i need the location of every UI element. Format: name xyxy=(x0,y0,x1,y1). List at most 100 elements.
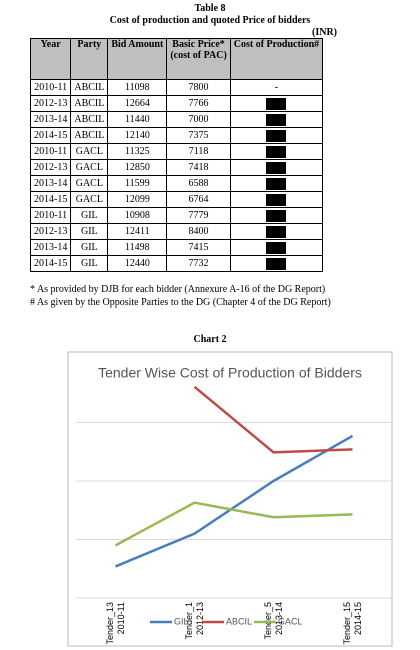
cell xyxy=(229,143,324,160)
cell: 7779 xyxy=(166,207,231,224)
cell-text: 11098 xyxy=(125,82,150,93)
chart: Tender Wise Cost of Production of Bidder… xyxy=(67,351,393,647)
cell-text: 8400 xyxy=(188,226,209,237)
series-line xyxy=(193,385,353,454)
cell-text: 7418 xyxy=(188,162,209,173)
cell: 7118 xyxy=(166,143,231,160)
cell: 12440 xyxy=(107,255,168,272)
cell: GACL xyxy=(70,175,109,192)
header-text: Bid Amount xyxy=(111,39,164,50)
header-note: (cost of PAC) xyxy=(170,50,227,61)
cell: 2012-13 xyxy=(29,159,72,176)
cell-text: 12140 xyxy=(124,130,150,141)
cell: 2012-13 xyxy=(29,223,72,240)
column-header: Party xyxy=(70,38,109,80)
chart-title: Tender Wise Cost of Production of Bidder… xyxy=(98,365,362,381)
cell-text: 12664 xyxy=(124,98,150,109)
cell: 7375 xyxy=(166,127,231,144)
cell-text: GIL xyxy=(81,210,98,221)
cell: 10908 xyxy=(107,207,168,224)
row: 2014-15 GACL 12099 6764 xyxy=(29,191,324,208)
x-tick-label: Tender_1 xyxy=(184,602,194,640)
cell-text: 11325 xyxy=(125,146,150,157)
header-text: Year xyxy=(40,39,61,50)
cell-text: 12440 xyxy=(124,258,150,269)
cell-text: GIL xyxy=(81,258,98,269)
chart-caption: Chart 2 xyxy=(193,334,227,345)
cell: 2014-15 xyxy=(29,191,72,208)
cell-text: 11440 xyxy=(125,114,150,125)
cell xyxy=(229,95,324,112)
cell-text: 7118 xyxy=(188,146,209,157)
series-line xyxy=(114,501,353,547)
cell: GACL xyxy=(70,143,109,160)
cell-text: 2014-15 xyxy=(34,130,68,141)
cell-text: 7732 xyxy=(188,258,209,269)
cell-text: GIL xyxy=(81,226,98,237)
cell xyxy=(229,127,324,144)
cell-text: GACL xyxy=(75,194,103,205)
cell: ABCIL xyxy=(70,111,109,128)
cell: 6588 xyxy=(166,175,231,192)
cell: 12140 xyxy=(107,127,168,144)
cell: GIL xyxy=(70,239,109,256)
cell: - xyxy=(229,79,324,96)
redacted xyxy=(266,193,287,206)
cell: 2013-14 xyxy=(29,239,72,256)
cell: GACL xyxy=(70,159,109,176)
cell-text: GACL xyxy=(75,178,103,189)
cell-text: 2010-11 xyxy=(34,82,68,93)
cell-text: 10908 xyxy=(124,210,150,221)
cell: ABCIL xyxy=(70,95,109,112)
cell: 2013-14 xyxy=(29,111,72,128)
cell xyxy=(229,207,324,224)
cell: 2010-11 xyxy=(29,79,72,96)
cell xyxy=(229,111,324,128)
redacted xyxy=(266,145,287,158)
cell-text: 6764 xyxy=(188,194,209,205)
redacted xyxy=(266,113,287,126)
cell: GACL xyxy=(70,191,109,208)
column-header: Year xyxy=(29,38,72,80)
row: 2013-14 ABCIL 11440 7000 xyxy=(29,111,324,128)
footnote: * As provided by DJB for each bidder (An… xyxy=(30,284,326,295)
row: 2012-13 GACL 12850 7418 xyxy=(29,159,324,176)
cell-text: 11498 xyxy=(125,242,150,253)
redacted xyxy=(266,177,287,190)
row: 2010-11 GIL 10908 7779 xyxy=(29,207,324,224)
redacted xyxy=(266,209,287,222)
cell xyxy=(229,159,324,176)
x-tick-label: 2013-14 xyxy=(274,602,284,635)
cell: GIL xyxy=(70,255,109,272)
table-subtitle: Cost of production and quoted Price of b… xyxy=(109,15,311,26)
cell-text: 11599 xyxy=(125,178,150,189)
table: Year Party Bid Amount Basic Price* (cost of … xyxy=(29,38,324,272)
column-header: Basic Price* (cost of PAC) xyxy=(166,38,231,80)
cell-text: 2014-15 xyxy=(34,194,68,205)
redacted xyxy=(266,161,287,174)
cell-text: 7779 xyxy=(188,210,209,221)
redacted xyxy=(266,257,287,270)
redacted xyxy=(266,225,287,238)
cell xyxy=(229,223,324,240)
cell-text: 2013-14 xyxy=(34,178,68,189)
x-tick-label: 2012-13 xyxy=(195,602,205,635)
x-tick-label: Tender_13 xyxy=(105,602,115,645)
column-header: Cost of Production# xyxy=(229,38,324,80)
cell-text: 7000 xyxy=(188,114,209,125)
redacted xyxy=(266,241,287,254)
chart-frame xyxy=(67,351,393,647)
unit: (INR) xyxy=(312,27,337,38)
cell xyxy=(229,191,324,208)
header-text: Cost of Production# xyxy=(233,39,320,50)
cell-text: 12099 xyxy=(124,194,150,205)
cell: 12850 xyxy=(107,159,168,176)
cell: GIL xyxy=(70,223,109,240)
cell: 2010-11 xyxy=(29,143,72,160)
redacted xyxy=(266,129,287,142)
cell xyxy=(229,175,324,192)
cell: 2014-15 xyxy=(29,127,72,144)
cell-text: 12411 xyxy=(125,226,150,237)
cell-text: GACL xyxy=(75,162,103,173)
x-tick-label: 2010-11 xyxy=(116,602,126,634)
